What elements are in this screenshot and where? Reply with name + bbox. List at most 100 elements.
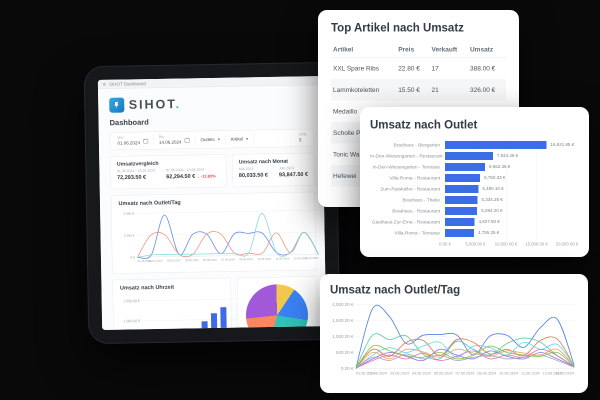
x-axis-tick: 03.06.2024 xyxy=(167,258,181,262)
x-axis-tick: 03.06.2024 xyxy=(390,371,409,375)
line-series xyxy=(355,344,575,369)
x-axis-tick: 13.06.2024 xyxy=(543,371,562,375)
bar-row: Gasthaus-Zur-Erna - Restaurant 4,827.50 € xyxy=(370,216,579,228)
verkauft-cell: 17 xyxy=(431,64,439,73)
line-series xyxy=(355,348,575,369)
outlet-select[interactable]: Outlets ▾ xyxy=(195,132,226,147)
x-axis-tick: 07.06.2024 xyxy=(456,371,475,375)
outlet-bar-axis: 0.00 € 5,000.00 € 10,000.00 € 15,000.00 € 20… xyxy=(439,241,578,250)
axis-tick: 0.00 € xyxy=(439,241,451,247)
brand-header: SIHOT. xyxy=(109,94,313,113)
bar xyxy=(445,163,486,171)
bar-category-label: Brauhaus - Theke xyxy=(402,197,440,203)
kpi-month-left-value: 80,033.50 € xyxy=(238,172,269,179)
bar-row: Zum-Ratskeller - Restaurant 5,480.10 € xyxy=(370,183,579,195)
bar-value-label: 5,284.20 € xyxy=(481,208,503,213)
browser-menu-icon[interactable] xyxy=(102,82,106,86)
calendar-icon[interactable] xyxy=(184,137,190,143)
bar-value-label: 5,480.10 € xyxy=(482,186,504,191)
kpi-prev-range: 01.05.2024 - 14.05.2024 xyxy=(116,168,156,174)
article-link[interactable]: Lammkoteletten xyxy=(333,86,380,94)
article-link[interactable]: Medaillo xyxy=(333,107,358,116)
y-axis-tick: 0 € xyxy=(130,255,135,259)
article-link[interactable]: XXL Spare Ribs xyxy=(333,64,380,73)
sihot-logo-icon xyxy=(109,97,125,113)
bar-category-label: In-Den-Wiesengarten - Restaurant xyxy=(370,153,443,159)
bar-value-label: 6,562.35 € xyxy=(489,164,511,169)
y-axis-tick: 0.00 € xyxy=(341,366,354,371)
bar-category-label: In-Den-Wiesengarten - Terrasse xyxy=(372,164,441,170)
kpi-month-right-value: 93,847.50 € xyxy=(278,171,309,178)
page-title: Dashboard xyxy=(109,118,149,128)
table-row[interactable]: Lammkoteletten 15.50 € 21 326.00 € xyxy=(331,79,506,101)
x-axis-tick: 07.06.2024 xyxy=(221,257,235,261)
outlet-bar-chart: Brauhaus - Biergarten 16,621.85 € In-Den-W… xyxy=(370,139,579,239)
bar-value-label: 5,750.33 € xyxy=(484,175,506,180)
bar xyxy=(220,307,228,330)
bar-row: In-Den-Wiesengarten - Restaurant 7,844.46… xyxy=(370,150,579,162)
date-to-field[interactable]: Bis 14.06.2024 xyxy=(153,133,196,148)
preis-cell: 22.80 € xyxy=(398,64,420,73)
column-header: Umsatz xyxy=(467,41,506,58)
bar-track: 5,334.25 € xyxy=(445,194,567,206)
x-axis-tick: 02.06.2024 xyxy=(368,371,387,375)
table-row[interactable]: Tonic Wa xyxy=(331,144,506,166)
table-row[interactable]: Medaillo xyxy=(331,101,506,123)
kpi-umsatz-monat: Umsatz nach Monat Mai 2024 80,033.50 € J… xyxy=(232,152,315,188)
kpi-prev-value: 72,293.50 € xyxy=(116,174,147,181)
article-select[interactable]: Artikel ▾ xyxy=(225,132,254,146)
bar-category-label: Villa-Roma - Terrasse xyxy=(394,230,440,236)
limit-field[interactable]: Limit 5 xyxy=(298,133,307,143)
date-from-field[interactable]: Von 01.06.2024 xyxy=(112,134,155,148)
brand-dot: . xyxy=(175,96,182,111)
bar-track: 5,480.10 € xyxy=(445,183,567,195)
bar-value-label: 7,844.46 € xyxy=(496,153,519,158)
x-axis-tick: 04.06.2024 xyxy=(185,258,199,262)
bar xyxy=(445,207,478,215)
y-axis-tick: 1,000.00 € xyxy=(123,319,140,323)
y-axis-tick: 1,500.00 € xyxy=(332,318,354,323)
calendar-icon[interactable] xyxy=(143,138,149,144)
verkauft-cell: 21 xyxy=(431,86,439,94)
hour-bar-chart: 1,500.00 €1,000.00 €500.00 € xyxy=(123,298,237,330)
line-series xyxy=(355,353,575,369)
line-series xyxy=(355,304,575,369)
x-axis-tick: 08.06.2024 xyxy=(477,371,496,375)
bar xyxy=(201,321,209,330)
article-link[interactable]: Scholle P xyxy=(333,129,361,137)
chevron-down-icon: ▾ xyxy=(245,136,249,142)
y-axis-tick: 500.00 € xyxy=(336,350,354,355)
axis-tick: 15,000.00 € xyxy=(525,241,548,247)
bar-row: Brauhaus - Theke 5,334.25 € xyxy=(370,194,579,206)
line-series xyxy=(137,212,319,258)
article-link[interactable]: Hefewei xyxy=(333,172,357,180)
x-axis-tick: 11.06.2024 xyxy=(521,371,540,375)
article-link[interactable]: Tonic Wa xyxy=(333,150,360,159)
x-axis-tick: 14.06.2024 xyxy=(305,256,319,260)
browser-tab[interactable]: SIHOT Dashboard xyxy=(108,80,146,87)
line-series xyxy=(355,333,575,369)
bar-value-label: 16,621.85 € xyxy=(550,142,575,147)
kpi-curr-value: 62,294.50 € ↓ -13.83% xyxy=(166,173,216,180)
y-axis-tick: 1,000.00 € xyxy=(332,334,354,339)
preis-cell: 15.50 € xyxy=(398,86,420,94)
x-axis-tick: 08.06.2024 xyxy=(239,257,253,261)
kpi-row: Umsatzvergleich 01.05.2024 - 14.05.2024 … xyxy=(110,152,315,190)
outlet-bars-card: Umsatz nach Outlet Brauhaus - Biergarten… xyxy=(360,107,589,257)
table-row[interactable]: XXL Spare Ribs 22.80 € 17 388.00 € xyxy=(331,57,506,79)
bar xyxy=(445,152,493,160)
bar-value-label: 5,334.25 € xyxy=(481,197,503,202)
bar-row: Villa-Roma - Restaurant 5,750.33 € xyxy=(370,172,579,184)
bar-track: 4,755.25 € xyxy=(445,227,567,239)
bar-track: 5,284.20 € xyxy=(445,205,567,217)
pie-chart-card xyxy=(236,276,318,330)
bar xyxy=(192,329,199,330)
bar-category-label: Brauhaus - Biergarten xyxy=(393,142,440,148)
dashboard-body: SIHOT. Dashboard Von 01.06.2024 Bis 14.0… xyxy=(98,85,326,330)
bar-track: 5,750.33 € xyxy=(445,172,567,184)
hour-chart-card: Umsatz nach Uhrzeit 1,500.00 €1,000.00 €… xyxy=(112,277,237,330)
y-axis-tick: 2,000.00 € xyxy=(332,302,354,307)
bar-row: Brauhaus - Restaurant 5,284.20 € xyxy=(370,205,579,217)
kpi-month-right-label: Juni 2024 xyxy=(278,166,295,171)
x-axis-tick: 01.06.2024 xyxy=(356,371,375,375)
